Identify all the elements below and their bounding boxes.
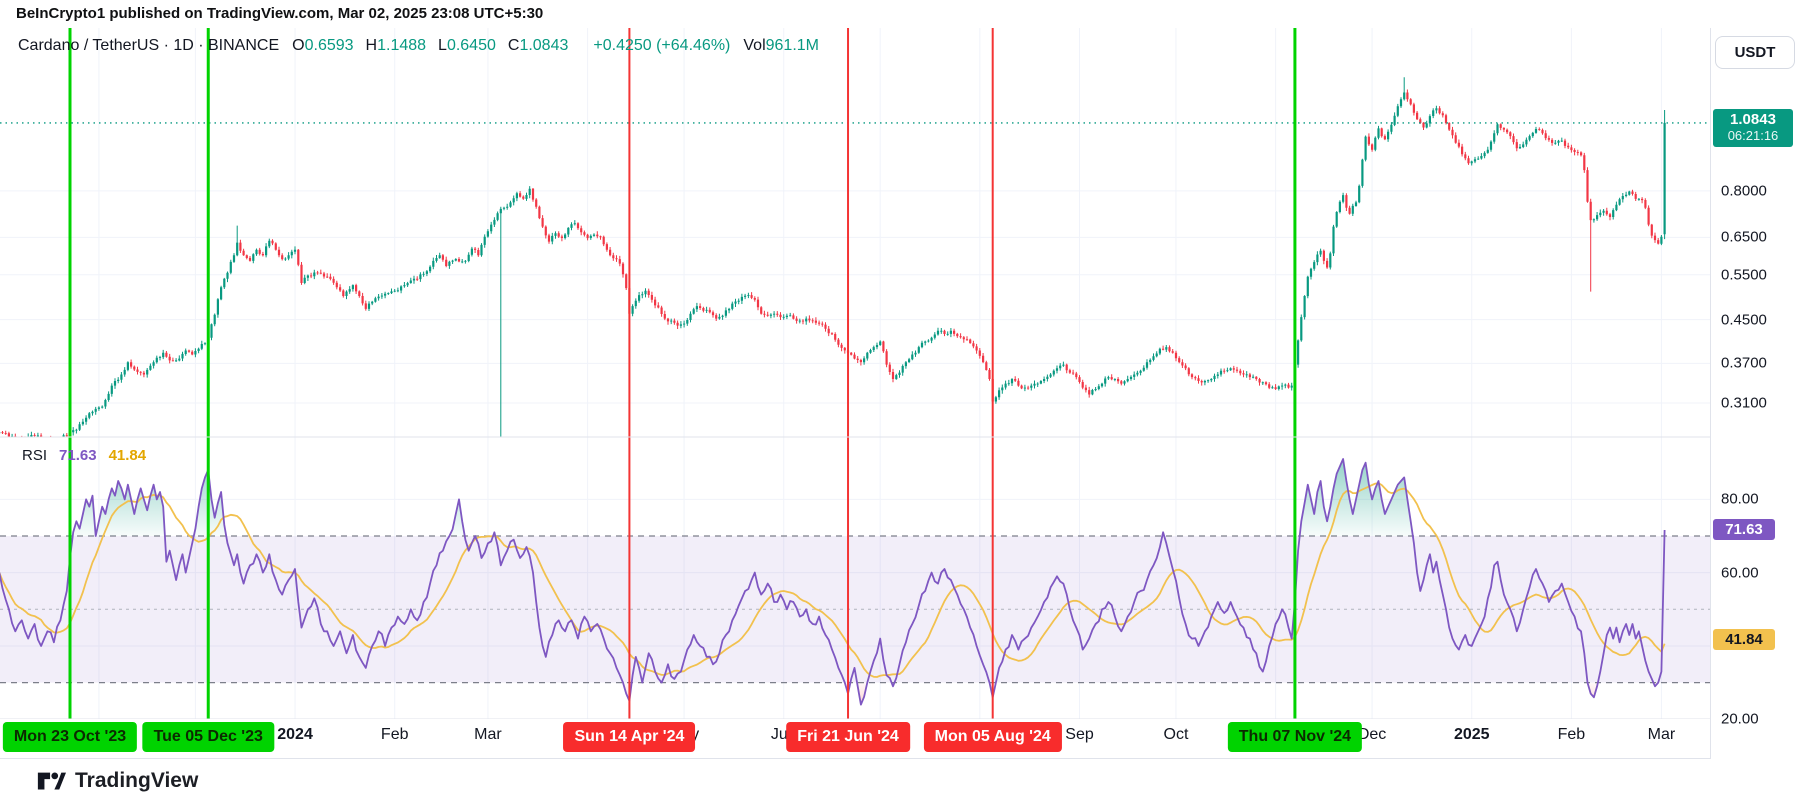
tradingview-logo-icon [37, 772, 66, 790]
ohlc-l: L0.6450 [438, 37, 496, 54]
chart-plot-area[interactable] [0, 0, 1710, 759]
price-tick-0.5500: 0.5500 [1721, 266, 1767, 284]
ohlc-values: O0.6593 H1.1488 L0.6450 C1.0843 [292, 37, 580, 55]
time-label-Oct: Oct [1163, 726, 1189, 743]
ohlc-h: H1.1488 [365, 37, 427, 54]
time-label-Mar: Mar [1647, 726, 1676, 743]
event-date-badge[interactable]: Mon 05 Aug '24 [923, 722, 1062, 752]
candlestick-series [0, 77, 1666, 437]
rsi-label[interactable]: RSI [22, 447, 48, 464]
rsi-value-badge: 71.63 [1713, 519, 1775, 540]
time-label-Mar: Mar [474, 726, 502, 743]
time-label-2024: 2024 [277, 726, 313, 743]
event-date-badge[interactable]: Tue 05 Dec '23 [142, 722, 274, 752]
rsi-series [0, 458, 1666, 706]
grid-lines [0, 28, 1710, 719]
price-tick-0.3100: 0.3100 [1721, 394, 1767, 412]
time-label-Feb: Feb [380, 726, 409, 743]
quote-bar: Cardano / TetherUS · 1D · BINANCE O0.659… [18, 37, 819, 55]
time-label-Feb: Feb [1557, 726, 1586, 743]
rsi-ma-value-badge: 41.84 [1713, 629, 1775, 650]
change-value: +0.4250 (+64.46%) [593, 37, 731, 54]
rsi-current-value: 71.63 [59, 447, 97, 464]
time-label-Sep: Sep [1065, 726, 1094, 743]
price-tick-0.6500: 0.6500 [1721, 228, 1767, 246]
time-scale[interactable]: 2024FebMarMayJunSepOctDec2025FebMarMon 2… [0, 719, 1710, 759]
event-date-badge[interactable]: Fri 21 Jun '24 [786, 722, 910, 752]
price-tick-0.3700: 0.3700 [1721, 354, 1767, 372]
price-tick-0.8000: 0.8000 [1721, 182, 1767, 200]
rsi-tick-20.00: 20.00 [1721, 710, 1759, 728]
currency-toggle-button[interactable]: USDT [1715, 36, 1795, 69]
volume-value: Vol961.1M [743, 37, 819, 54]
last-price-badge: 1.0843 06:21:16 [1713, 109, 1793, 147]
event-date-badge[interactable]: Sun 14 Apr '24 [563, 722, 696, 752]
rsi-tick-60.00: 60.00 [1721, 564, 1759, 582]
bar-countdown: 06:21:16 [1727, 128, 1779, 143]
ohlc-c: C1.0843 [507, 37, 569, 54]
rsi-legend: RSI 71.63 41.84 [22, 447, 146, 464]
page-title: BeInCrypto1 published on TradingView.com… [16, 5, 544, 22]
price-scale[interactable]: USDT 1.0843 06:21:16 71.63 41.84 0.8000 0… [1710, 28, 1804, 759]
event-date-badge[interactable]: Thu 07 Nov '24 [1227, 722, 1363, 752]
tradingview-logo[interactable]: TradingView [36, 766, 198, 796]
ohlc-o: O0.6593 [292, 37, 354, 54]
rsi-tick-80.00: 80.00 [1721, 490, 1759, 508]
footer: TradingView [0, 759, 1804, 803]
time-label-Dec: Dec [1357, 726, 1387, 743]
price-tick-0.4500: 0.4500 [1721, 311, 1767, 329]
event-date-badge[interactable]: Mon 23 Oct '23 [2, 722, 138, 752]
symbol-title[interactable]: Cardano / TetherUS · 1D · BINANCE [18, 37, 280, 54]
rsi-ma-current-value: 41.84 [108, 447, 147, 464]
time-label-2025: 2025 [1453, 726, 1490, 743]
